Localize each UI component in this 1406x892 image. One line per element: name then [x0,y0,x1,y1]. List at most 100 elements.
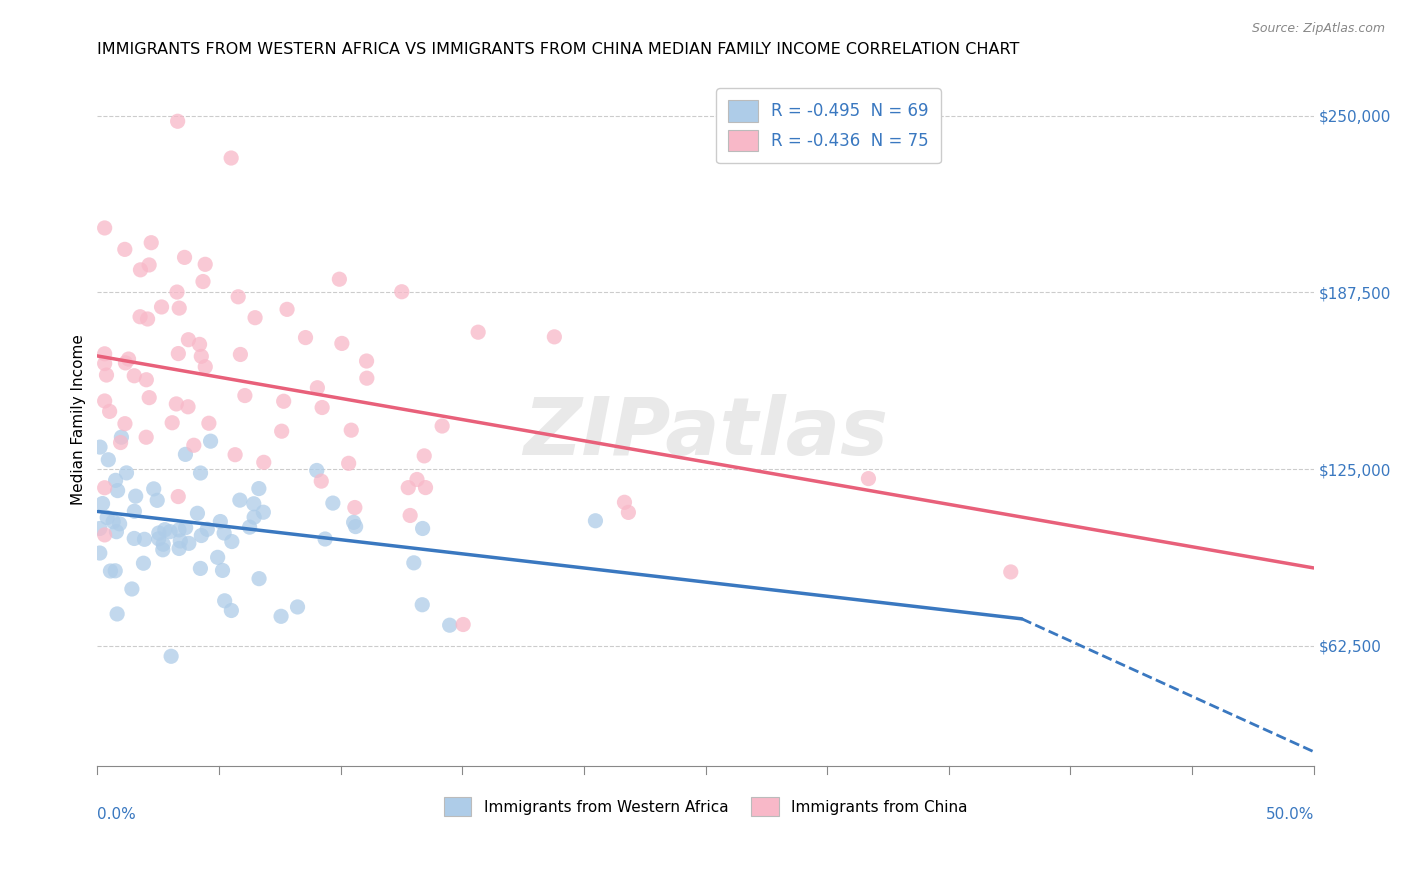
Point [177,400,200,414]
Point [160,649,183,664]
Point [1000,565,1022,579]
Point [229,493,252,508]
Point [108,516,131,531]
Point [221,603,243,617]
Point [356,354,378,368]
Point [96,368,118,382]
Point [167,346,190,360]
Point [583,514,606,528]
Point [98,404,121,418]
Point [233,388,256,402]
Point [212,526,235,541]
Point [93,347,115,361]
Point [167,490,190,504]
Point [243,310,266,325]
Point [226,290,249,304]
Point [439,618,461,632]
Point [190,561,212,575]
Point [543,330,565,344]
Point [167,301,190,315]
Point [122,368,145,383]
Point [173,251,195,265]
Point [253,455,276,469]
Point [211,563,233,577]
Point [415,481,437,495]
Point [110,430,132,444]
Point [165,397,187,411]
Point [190,528,212,542]
Point [200,434,222,449]
Point [104,474,127,488]
Point [183,438,205,452]
Point [135,430,157,444]
Point [115,466,138,480]
Point [214,594,236,608]
Point [125,489,148,503]
Point [294,330,316,344]
Point [153,523,176,537]
Text: IMMIGRANTS FROM WESTERN AFRICA VS IMMIGRANTS FROM CHINA MEDIAN FAMILY INCOME COR: IMMIGRANTS FROM WESTERN AFRICA VS IMMIGR… [97,42,1019,57]
Point [114,356,136,370]
Point [167,541,190,556]
Point [402,556,425,570]
Point [136,312,159,326]
Point [166,114,188,128]
Point [276,302,298,317]
Point [97,452,120,467]
Point [124,504,146,518]
Point [305,463,328,477]
Point [186,506,208,520]
Point [114,417,136,431]
Point [190,349,212,363]
Point [129,310,152,324]
Point [114,243,136,257]
Point [174,447,197,461]
Point [160,416,183,430]
Point [413,449,436,463]
Point [309,474,332,488]
Point [169,533,191,548]
Point [89,546,111,560]
Point [150,300,173,314]
Y-axis label: Median Family Income: Median Family Income [72,334,86,505]
Point [146,493,169,508]
Point [142,482,165,496]
Point [191,275,214,289]
Point [135,373,157,387]
Point [224,448,246,462]
Point [166,285,188,299]
Point [107,483,129,498]
Point [105,524,128,539]
Legend: Immigrants from Western Africa, Immigrants from China: Immigrants from Western Africa, Immigran… [436,789,974,824]
Point [167,523,190,537]
Point [148,526,170,541]
Point [195,522,218,536]
Point [247,572,270,586]
Point [122,532,145,546]
Text: 50.0%: 50.0% [1265,807,1313,822]
Point [411,598,433,612]
Point [451,617,474,632]
Point [93,221,115,235]
Point [613,495,636,509]
Point [430,419,453,434]
Point [134,533,156,547]
Point [174,521,197,535]
Point [219,151,242,165]
Point [121,582,143,596]
Point [617,505,640,519]
Point [273,394,295,409]
Point [152,542,174,557]
Point [467,325,489,339]
Point [307,381,329,395]
Point [93,481,115,495]
Point [221,534,243,549]
Point [177,333,200,347]
Point [229,347,252,361]
Point [858,472,880,486]
Point [138,391,160,405]
Point [194,359,217,374]
Point [105,607,128,621]
Point [93,357,115,371]
Point [396,481,419,495]
